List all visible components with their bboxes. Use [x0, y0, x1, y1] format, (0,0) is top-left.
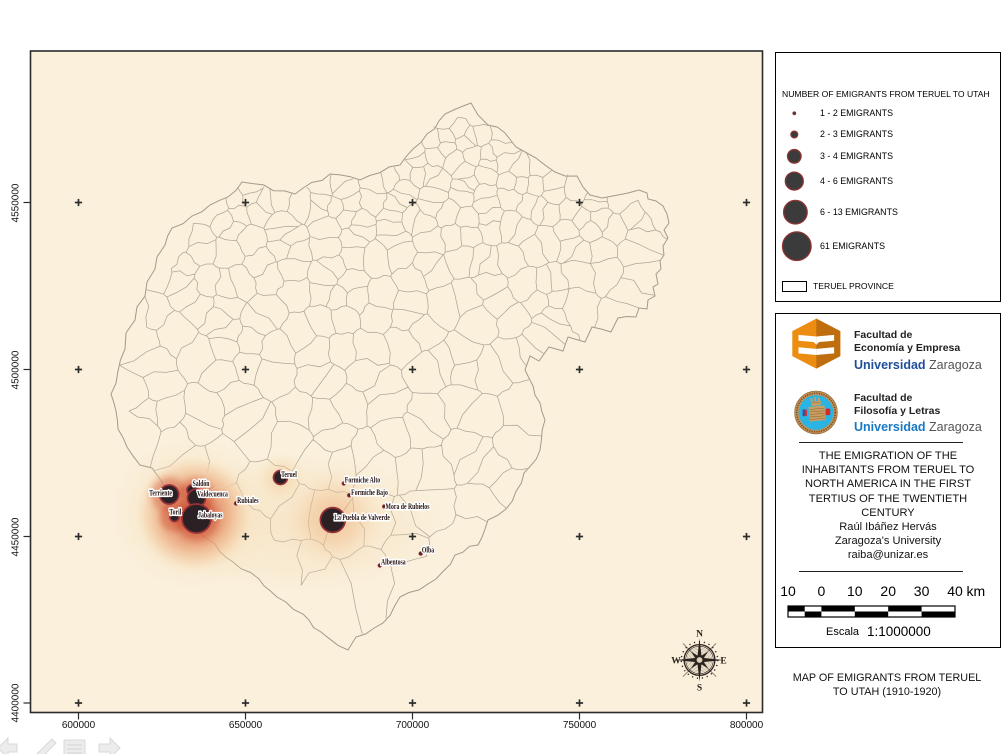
svg-text:W: W: [671, 656, 681, 666]
svg-text:Formiche Bajo: Formiche Bajo: [351, 488, 388, 497]
svg-text:Teruel: Teruel: [281, 470, 297, 479]
svg-text:Terriente: Terriente: [149, 488, 172, 497]
svg-text:Escala: Escala: [826, 626, 860, 638]
svg-text:Mora de Rubielos: Mora de Rubielos: [386, 502, 430, 511]
svg-text:Olba: Olba: [422, 545, 434, 554]
svg-text:Formiche Alto: Formiche Alto: [345, 475, 381, 484]
svg-text:N: N: [696, 630, 703, 640]
svg-text:10: 10: [847, 583, 863, 599]
svg-text:E: E: [720, 656, 726, 666]
svg-text:Albentosa: Albentosa: [381, 557, 406, 566]
svg-text:30: 30: [914, 583, 930, 599]
svg-text:Toril: Toril: [169, 507, 181, 516]
svg-text:Saldón: Saldón: [193, 479, 210, 488]
svg-text:Valdecuenca: Valdecuenca: [197, 489, 228, 498]
svg-text:Rubiales: Rubiales: [237, 496, 259, 505]
svg-text:1:1000000: 1:1000000: [867, 624, 931, 639]
svg-text:0: 0: [818, 583, 826, 599]
svg-text:20: 20: [880, 583, 896, 599]
svg-text:S: S: [697, 684, 702, 694]
svg-text:km: km: [967, 583, 986, 599]
svg-text:La Puebla de Valverde: La Puebla de Valverde: [334, 513, 390, 522]
svg-text:Jabaloyas: Jabaloyas: [198, 510, 222, 519]
svg-text:40: 40: [947, 583, 963, 599]
svg-text:10: 10: [780, 583, 796, 599]
